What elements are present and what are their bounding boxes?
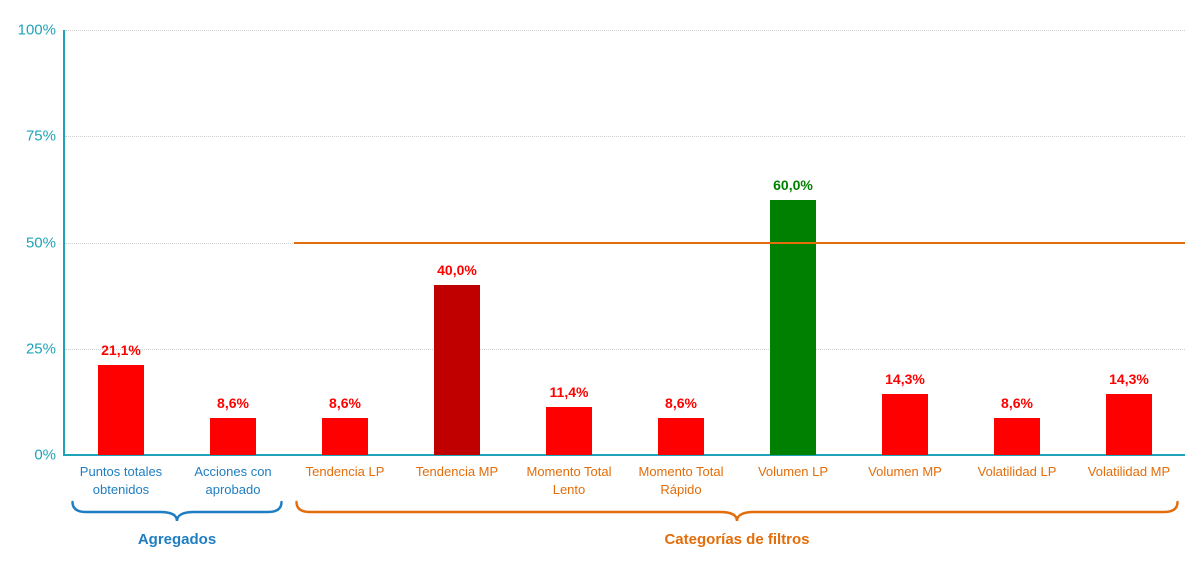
group-label-2: Categorías de filtros (664, 531, 810, 548)
plot-area: 0% 25% 50% 75% 100% 21,1% 8,6% 8,6% 40,0% 11,4% 8,… (18, 22, 1185, 464)
bar-value-label-4: 40,0% (437, 262, 477, 278)
bar-value-label-9: 8,6% (1001, 395, 1033, 412)
x-axis-label-8: Volumen MP (868, 464, 942, 479)
y-axis-line (63, 30, 65, 455)
x-axis-label-5: Momento Total Lento (526, 464, 612, 497)
group-brace-2 (295, 500, 1179, 522)
x-axis-line (63, 454, 1185, 456)
x-axis-label-9: Volatilidad LP (977, 464, 1057, 479)
bar-9 (994, 418, 1040, 455)
bar-value-label-3: 8,6% (329, 395, 361, 412)
bar-value-label-6: 8,6% (665, 395, 697, 412)
bar-2 (210, 418, 256, 455)
x-axis-label-2: Acciones con aprobado (194, 464, 272, 497)
x-axis-label-3: Tendencia LP (305, 464, 385, 479)
x-axis-label-4: Tendencia MP (415, 464, 499, 479)
bar-5 (546, 406, 592, 455)
bar-value-label-8: 14,3% (885, 371, 925, 388)
reference-line-50pct (294, 241, 1185, 244)
bar-6 (658, 418, 704, 455)
bar-1 (98, 365, 144, 455)
bar-4 (434, 285, 480, 455)
gridline-75% (65, 136, 1185, 138)
bar-8 (882, 394, 928, 455)
x-axis-label-1: Puntos totales obtenidos (79, 464, 163, 497)
bar-value-label-5: 11,4% (549, 383, 589, 400)
x-axis-label-10: Volatilidad MP (1087, 464, 1171, 479)
gridline-100% (65, 30, 1185, 31)
y-tick-label: 75% (25, 127, 56, 145)
x-axis-label-7: Volumen LP (757, 464, 829, 479)
bar-10 (1106, 394, 1152, 455)
bar-3 (322, 418, 368, 455)
bar-7 (770, 200, 816, 455)
y-tick-label: 100% (17, 21, 56, 39)
bar-value-label-7: 60,0% (773, 177, 813, 193)
bar-value-label-1: 21,1% (101, 342, 141, 359)
group-label-1: Agregados (137, 531, 217, 548)
y-tick-label: 0% (34, 446, 56, 464)
group-brace-1 (71, 500, 283, 522)
bar-value-label-2: 8,6% (217, 395, 249, 412)
y-tick-label: 50% (25, 234, 56, 251)
bar-value-label-10: 14,3% (1109, 371, 1149, 388)
y-tick-label: 25% (25, 340, 56, 358)
gridline-25% (65, 348, 1185, 350)
x-axis-label-6: Momento Total Rápido (638, 464, 724, 497)
